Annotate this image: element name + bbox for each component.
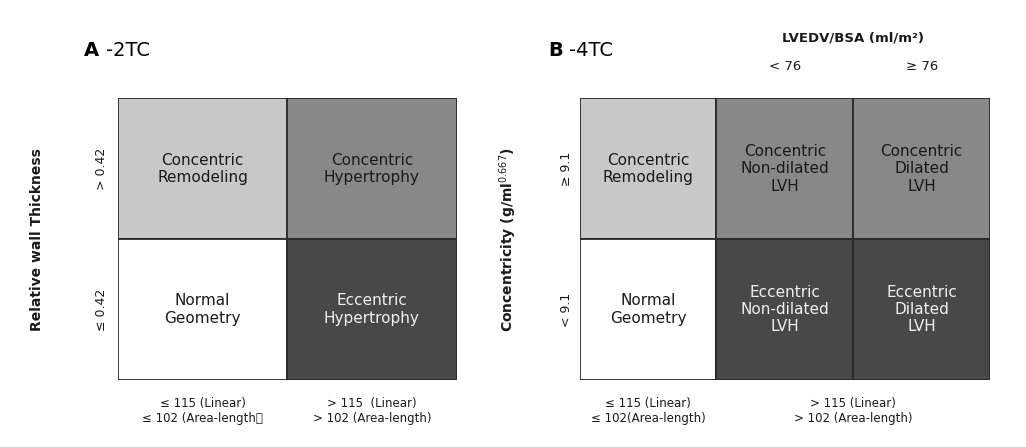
Text: > 115 (Linear)
> 102 (Area-length): > 115 (Linear) > 102 (Area-length) <box>794 397 912 425</box>
Bar <box>716 239 854 380</box>
Text: ≥ 9.1: ≥ 9.1 <box>559 152 573 186</box>
Text: -4TC: -4TC <box>569 41 614 60</box>
Text: > 115  (Linear)
> 102 (Area-length): > 115 (Linear) > 102 (Area-length) <box>313 397 431 425</box>
Bar <box>580 239 716 380</box>
Text: < 9.1: < 9.1 <box>559 292 573 327</box>
Bar <box>716 98 854 239</box>
Text: Concentric
Remodeling: Concentric Remodeling <box>157 152 248 185</box>
Bar <box>287 98 457 239</box>
Text: LVEDV/BSA (ml/m²): LVEDV/BSA (ml/m²) <box>782 32 924 45</box>
Text: Concentric
Dilated
LVH: Concentric Dilated LVH <box>880 144 962 194</box>
Bar <box>118 98 287 239</box>
Text: Concentricity (g/ml$^{0.667}$): Concentricity (g/ml$^{0.667}$) <box>498 147 519 332</box>
Text: Concentric
Hypertrophy: Concentric Hypertrophy <box>324 152 420 185</box>
Text: Normal
Geometry: Normal Geometry <box>609 293 686 326</box>
Text: Concentric
Remodeling: Concentric Remodeling <box>602 152 694 185</box>
Text: Eccentric
Non-dilated
LVH: Eccentric Non-dilated LVH <box>741 285 829 334</box>
Text: Eccentric
Dilated
LVH: Eccentric Dilated LVH <box>886 285 957 334</box>
Text: Relative wall Thickness: Relative wall Thickness <box>30 148 44 331</box>
Text: ≥ 76: ≥ 76 <box>906 60 938 73</box>
Text: A: A <box>84 41 100 60</box>
Bar <box>854 98 990 239</box>
Bar <box>854 239 990 380</box>
Text: Concentric
Non-dilated
LVH: Concentric Non-dilated LVH <box>741 144 829 194</box>
Bar <box>580 98 716 239</box>
Text: Eccentric
Hypertrophy: Eccentric Hypertrophy <box>324 293 420 326</box>
Text: ≤ 115 (Linear)
≤ 102(Area-length): ≤ 115 (Linear) ≤ 102(Area-length) <box>591 397 706 425</box>
Bar <box>118 239 287 380</box>
Text: > 0.42: > 0.42 <box>94 148 108 190</box>
Text: -2TC: -2TC <box>106 41 150 60</box>
Bar <box>287 239 457 380</box>
Text: ≤ 115 (Linear)
≤ 102 (Area-length⧹: ≤ 115 (Linear) ≤ 102 (Area-length⧹ <box>143 397 263 425</box>
Text: < 76: < 76 <box>768 60 801 73</box>
Text: Normal
Geometry: Normal Geometry <box>164 293 241 326</box>
Text: B: B <box>548 41 562 60</box>
Text: ≤ 0.42: ≤ 0.42 <box>94 288 108 331</box>
